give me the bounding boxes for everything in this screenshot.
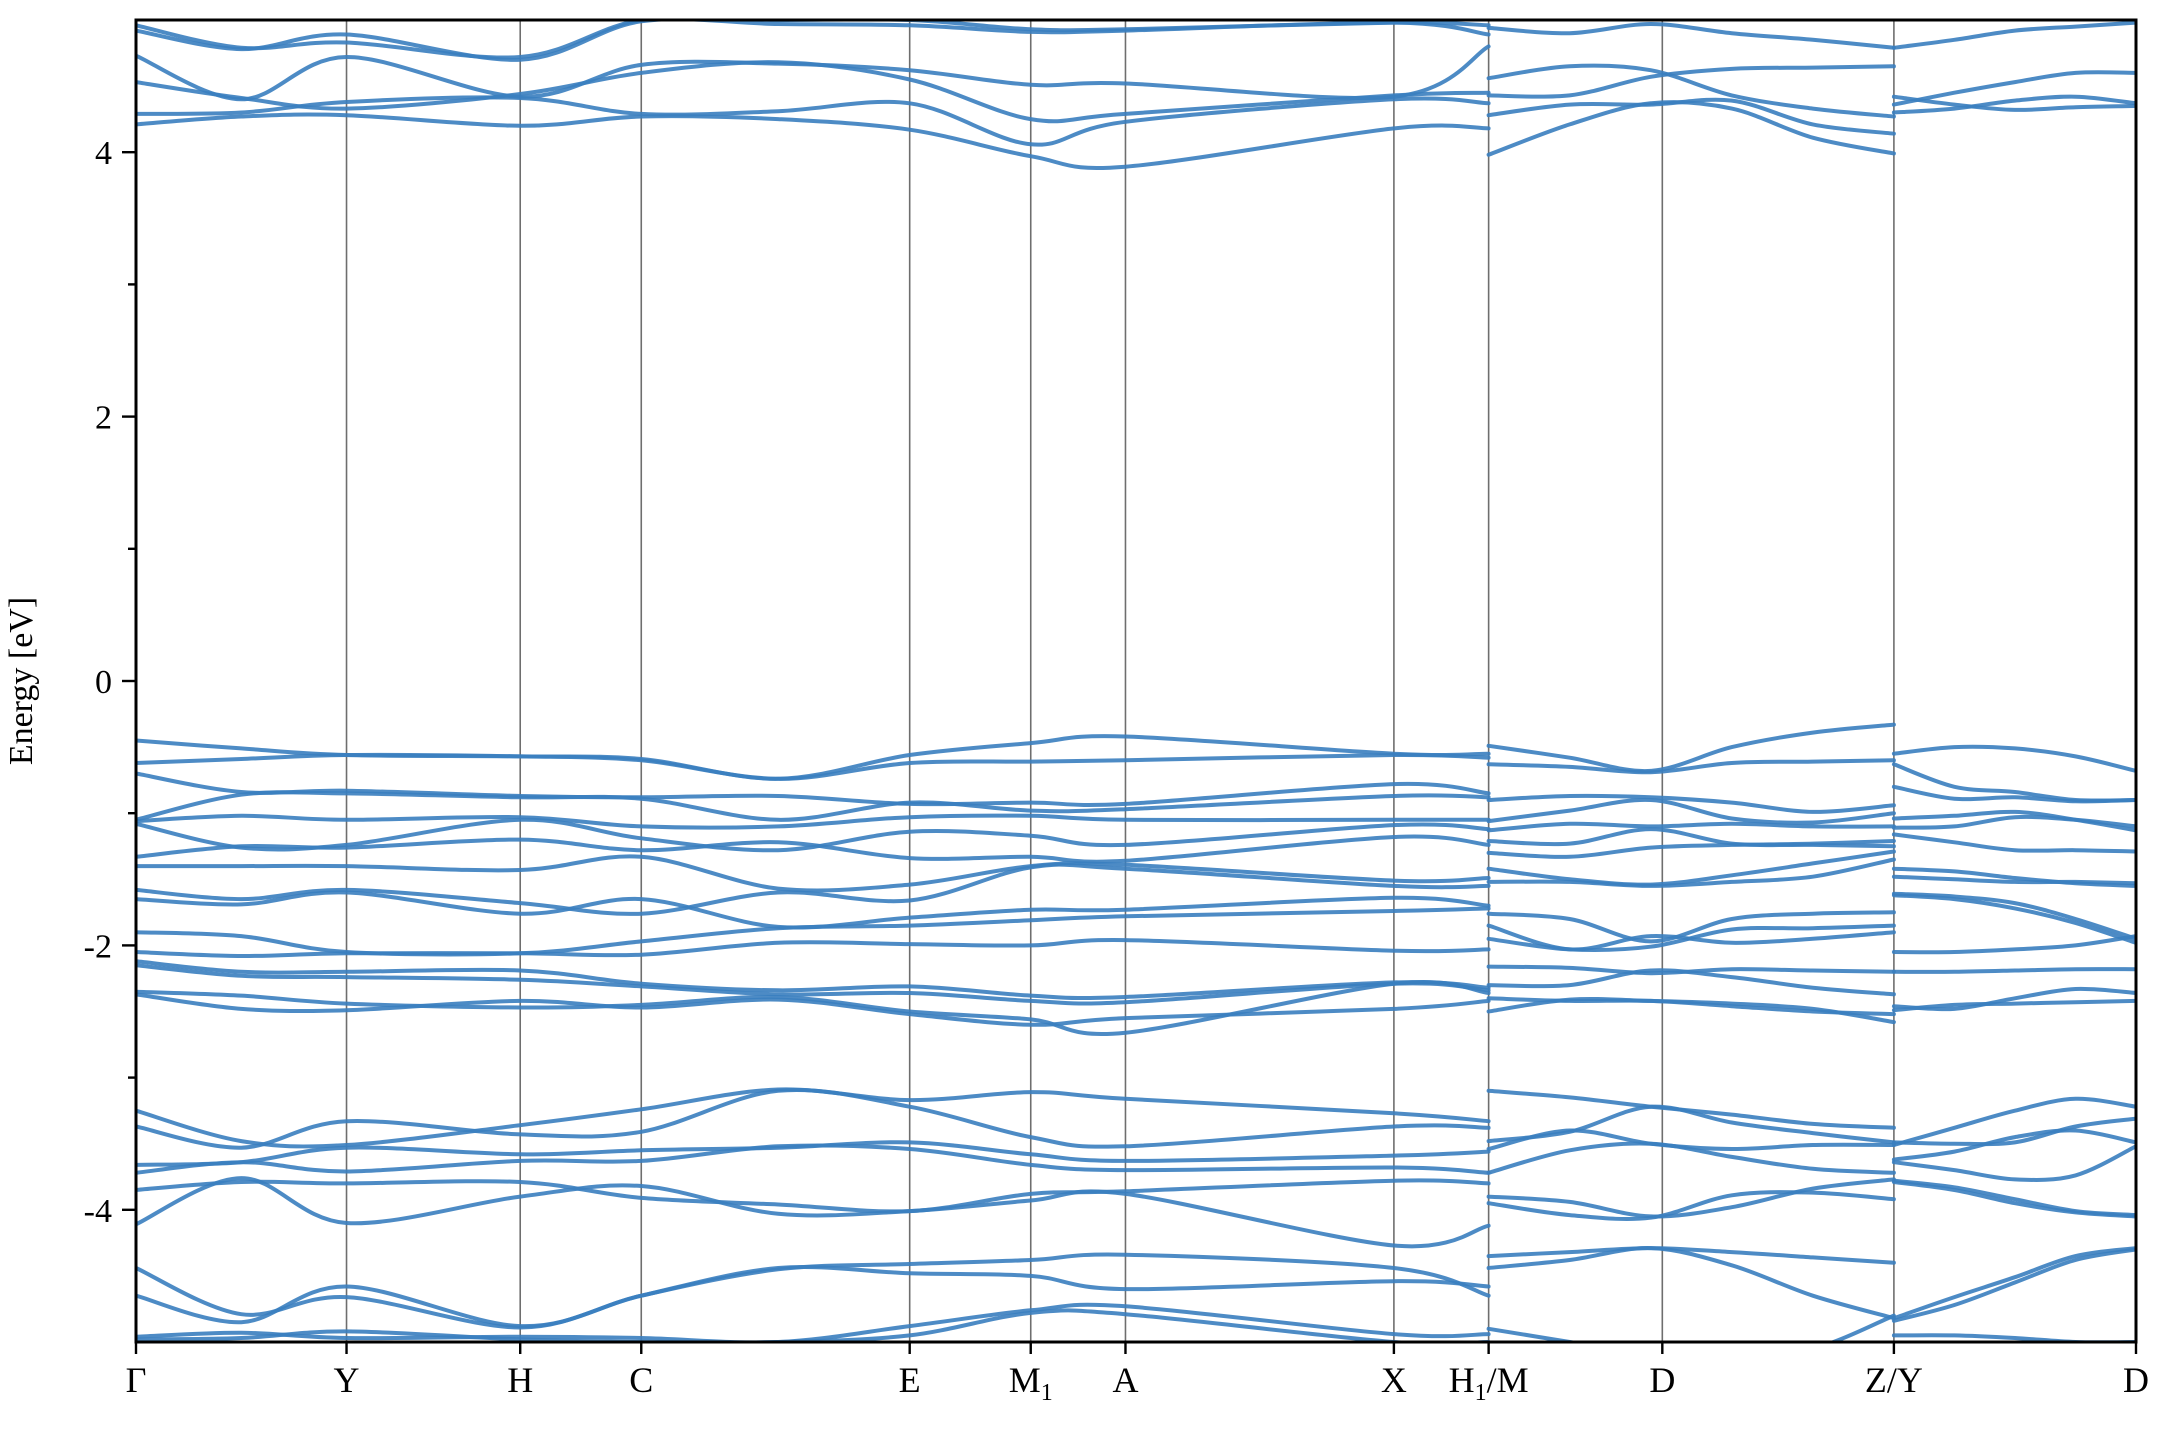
band-line (1891, 1333, 2136, 1342)
band-line (1891, 20, 2136, 50)
band-line (1486, 923, 1896, 953)
kpoint-label: H1/M (1449, 1360, 1529, 1406)
band-line (1891, 893, 2136, 945)
band-line (1486, 910, 1896, 944)
band-line (1891, 866, 2136, 888)
band-line (1891, 1247, 2136, 1323)
band-line (136, 20, 1491, 60)
band-line (136, 959, 1491, 1001)
band-line (136, 1087, 1491, 1149)
band-line (136, 813, 1491, 830)
band-line (1486, 996, 1896, 1025)
band-line (136, 1178, 1491, 1214)
band-line (1486, 1177, 1896, 1219)
band-line (136, 95, 1491, 147)
band-line (1891, 94, 2136, 115)
band-line (1486, 758, 1896, 775)
band-line (1891, 744, 2136, 773)
band-line (136, 890, 1491, 930)
kpoint-label: M1 (1009, 1360, 1053, 1406)
band-line (1891, 1144, 2136, 1182)
kpoint-label: Y (334, 1360, 360, 1400)
band-line (136, 1176, 1491, 1249)
band-line (136, 771, 1491, 808)
kpoint-label: Z/Y (1865, 1360, 1923, 1400)
band-line (136, 992, 1491, 1027)
band-line (136, 938, 1491, 959)
band-line (1486, 1313, 1896, 1342)
band-line (1486, 1088, 1896, 1130)
band-line (1891, 94, 2136, 112)
kpoint-label: A (1112, 1360, 1138, 1400)
y-axis: -4 -2 0 2 4 (84, 135, 136, 1230)
band-line (1891, 832, 2136, 854)
band-line (136, 752, 1491, 781)
band-line (1486, 22, 1896, 50)
band-line (136, 862, 1491, 916)
band-line (1891, 814, 2136, 830)
band-line (136, 1264, 1491, 1329)
band-line (1486, 1190, 1896, 1222)
band-line (1891, 70, 2136, 107)
kpoint-label: Γ (126, 1360, 147, 1400)
band-line (136, 1302, 1491, 1342)
band-line (136, 44, 1491, 102)
band-line (136, 1143, 1491, 1175)
band-line (136, 112, 1491, 170)
band-line (1891, 967, 2136, 974)
band-line (1486, 857, 1896, 888)
band-line (1891, 998, 2136, 1013)
band-line (1891, 1180, 2136, 1219)
band-line (136, 60, 1491, 124)
band-line (1486, 1141, 1896, 1175)
band-line (136, 1087, 1491, 1150)
kpoint-label: D (2123, 1360, 2149, 1400)
x-axis: Γ Y H C E M1 A X H1/M D Z/Y D (126, 1342, 2149, 1406)
band-line (1486, 1128, 1896, 1152)
kpoint-label: E (899, 1360, 921, 1400)
band-line (136, 790, 1491, 822)
band-line (1891, 1128, 2136, 1162)
y-tick-label: -4 (84, 1193, 112, 1230)
band-line (1486, 1246, 1896, 1321)
band-line (1891, 784, 2136, 804)
kpoint-label: X (1381, 1360, 1407, 1400)
band-line (136, 854, 1491, 893)
band-line (1891, 1116, 2136, 1147)
bands (136, 20, 2136, 1342)
kpoint-label: C (629, 1360, 653, 1400)
band-line (1486, 1246, 1896, 1265)
band-line (1891, 891, 2136, 941)
band-line (1891, 1246, 2136, 1321)
y-tick-label: 0 (95, 664, 112, 701)
band-line (1891, 874, 2136, 886)
band-line (1486, 793, 1896, 814)
band-line (1486, 797, 1896, 825)
band-line (1486, 1104, 1896, 1145)
y-tick-label: 4 (95, 135, 112, 172)
high-symmetry-lines (345, 20, 1895, 1342)
band-line (1891, 1096, 2136, 1147)
band-line (1486, 97, 1896, 136)
band-line (1486, 722, 1896, 774)
band-line (1891, 934, 2136, 955)
band-line (1486, 63, 1896, 119)
band-line (1486, 64, 1896, 99)
band-line (1486, 821, 1896, 833)
band-line (1486, 839, 1896, 859)
kpoint-label: D (1649, 1360, 1675, 1400)
y-tick-label: 2 (95, 400, 112, 437)
y-tick-label: -2 (84, 928, 112, 965)
band-line (136, 906, 1491, 957)
band-line (1891, 986, 2136, 1012)
kpoint-label: H (507, 1360, 533, 1400)
band-line (136, 963, 1491, 1006)
band-line (136, 834, 1491, 864)
band-line (1486, 968, 1896, 997)
y-axis-label: Energy [eV] (3, 597, 40, 765)
band-line (1486, 849, 1896, 887)
